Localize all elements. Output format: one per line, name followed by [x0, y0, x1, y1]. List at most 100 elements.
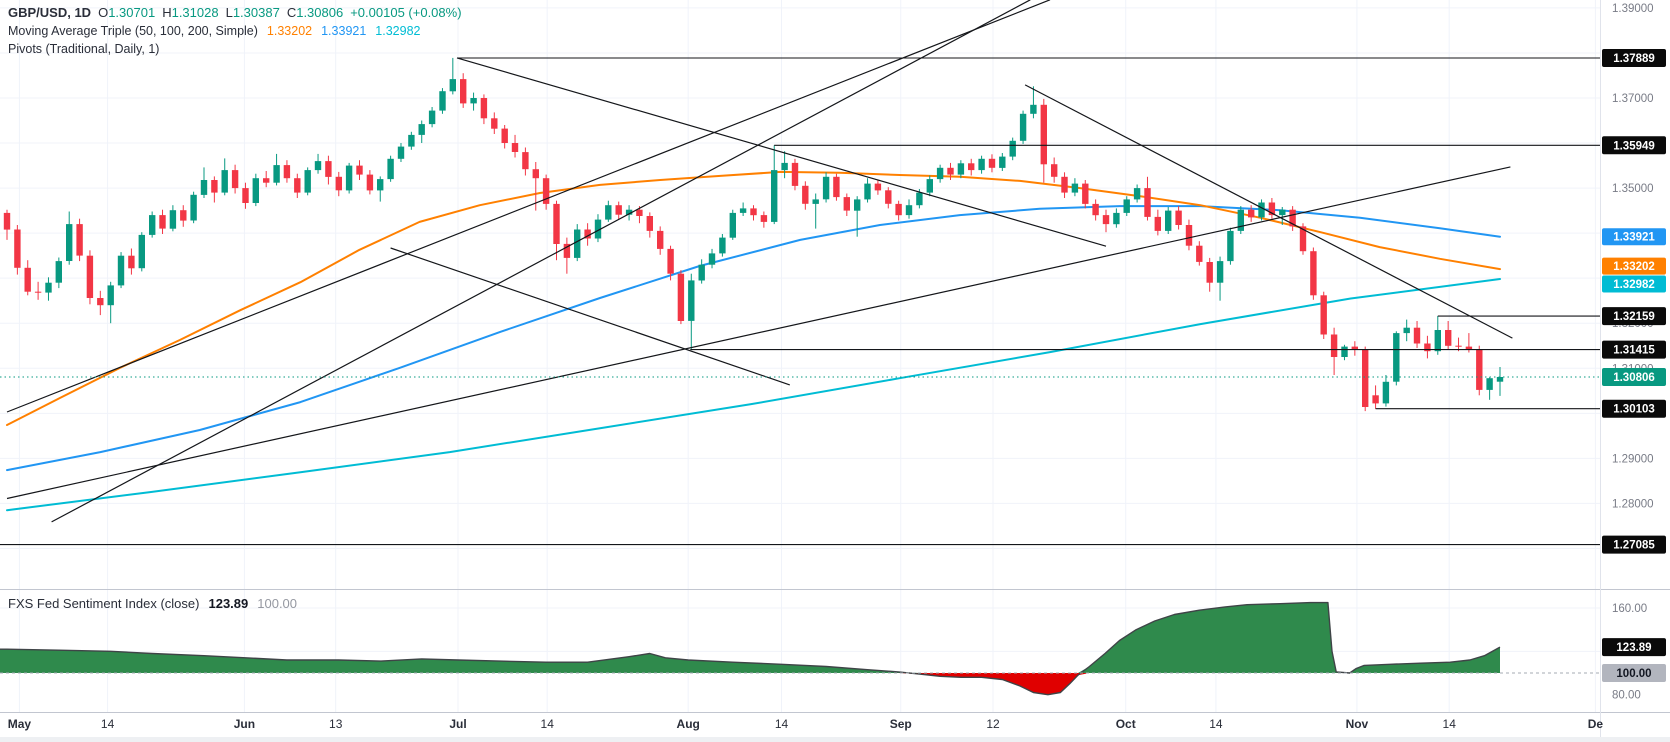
time-axis-label: 14	[775, 717, 789, 731]
price-axis-label: 1.29000	[1612, 453, 1654, 465]
price-axis-label: 1.39000	[1612, 3, 1654, 15]
candle-body	[491, 118, 498, 129]
candle-body	[97, 298, 104, 306]
sentiment-area-positive	[0, 602, 1500, 673]
candle-body	[345, 165, 353, 191]
price-axis-label: 1.37000	[1612, 93, 1654, 105]
candle-body	[677, 273, 685, 321]
candle-body	[905, 205, 913, 216]
candle-body	[988, 158, 996, 168]
time-axis-label: 14	[101, 717, 115, 731]
candle-body	[957, 163, 965, 175]
candle-body	[936, 167, 944, 180]
pivots-label: Pivots (Traditional, Daily, 1)	[8, 42, 160, 56]
sentiment-value-badge	[1602, 664, 1666, 682]
candle-body	[24, 267, 31, 292]
candle-body	[335, 176, 342, 191]
candle-body	[1372, 395, 1379, 404]
candle-body	[366, 174, 374, 191]
candle-body	[885, 190, 892, 204]
candle-body	[999, 156, 1006, 168]
time-axis[interactable]: May 14 Jun 13 Jul 14 Aug 14 Sep 12 Oct 14 Nov 14 De	[8, 717, 1604, 731]
candle-body	[86, 255, 94, 298]
candle-body	[750, 208, 757, 216]
ma100-line[interactable]	[6, 205, 1501, 472]
candle-body	[1248, 209, 1255, 218]
candle-body	[584, 229, 591, 239]
candle-body	[387, 158, 394, 180]
candle-body	[729, 212, 736, 238]
candle-body	[1424, 343, 1431, 352]
candle-body	[563, 243, 571, 258]
candle-body	[3, 212, 11, 230]
sentiment-label: FXS Fed Sentiment Index (close)	[8, 596, 200, 611]
candle-body	[418, 124, 425, 135]
time-axis-label: Oct	[1116, 717, 1136, 731]
indicator-axis-label: 80.00	[1612, 690, 1641, 702]
pivot-price-badge-text: 1.37889	[1613, 53, 1655, 65]
candle-body	[1113, 212, 1120, 225]
ma-price-badge-text: 1.33202	[1613, 261, 1655, 273]
candle-body	[1289, 209, 1296, 227]
candle-body	[688, 280, 695, 321]
candle-body	[1476, 349, 1483, 390]
candle-body	[45, 282, 52, 293]
sentiment-area-negative	[0, 673, 1500, 695]
trendline[interactable]	[1024, 84, 1513, 339]
pivot-price-badge	[1602, 307, 1666, 326]
candle-body	[553, 203, 560, 244]
ma-indicator-row[interactable]: Moving Average Triple (50, 100, 200, Sim…	[8, 22, 462, 40]
symbol-ohlc-row[interactable]: GBP/USD, 1D O1.30701 H1.31028 L1.30387 C1.30…	[8, 4, 462, 22]
time-axis-label: 14	[1209, 717, 1223, 731]
trendline[interactable]	[6, 166, 1511, 500]
close-value: 1.30806	[296, 5, 344, 20]
close-label: C	[286, 5, 297, 20]
candle-body	[542, 178, 550, 204]
candle-body	[843, 197, 850, 211]
ma-price-badge	[1602, 228, 1666, 246]
ma200-line[interactable]	[6, 278, 1501, 512]
candle-body	[480, 98, 488, 119]
candle-body	[667, 248, 674, 274]
pivots-indicator-row[interactable]: Pivots (Traditional, Daily, 1)	[8, 40, 462, 58]
candle-body	[1486, 378, 1493, 390]
candle-body	[636, 209, 643, 216]
candle-body	[314, 161, 322, 171]
trendline[interactable]	[456, 57, 1107, 247]
candle-body	[1040, 104, 1047, 165]
time-axis-label: De	[1588, 717, 1604, 731]
pivot-price-badge-text: 1.27085	[1613, 540, 1655, 552]
sentiment-indicator-row[interactable]: FXS Fed Sentiment Index (close) 123.89 100…	[8, 595, 297, 613]
trendline[interactable]	[6, 0, 1051, 413]
pivot-price-badge	[1602, 136, 1666, 155]
candle-body	[1413, 327, 1421, 344]
candle-body	[252, 178, 259, 203]
price-axis[interactable]: 1.390001.370001.350001.320001.310001.290…	[1602, 3, 1666, 702]
high-value: 1.31028	[171, 5, 219, 20]
bottom-toolbar-strip	[0, 737, 1670, 742]
candle-body	[138, 234, 145, 269]
candle-body	[470, 98, 477, 104]
candle-body	[615, 205, 622, 215]
candle-body	[149, 215, 156, 235]
candle-body	[916, 192, 923, 206]
ma-price-badge	[1602, 275, 1666, 293]
candle-body	[657, 230, 664, 249]
trendline[interactable]	[390, 247, 790, 386]
candle-body	[460, 79, 467, 104]
candle-body	[1009, 140, 1016, 157]
price-axis-label: 1.35000	[1612, 183, 1654, 195]
candle-body	[1102, 215, 1110, 225]
indicator-axis-label: 160.00	[1612, 603, 1647, 615]
trendline[interactable]	[51, 0, 1031, 523]
candle-body	[781, 162, 788, 171]
ma-price-badge-text: 1.33921	[1613, 232, 1655, 244]
pivot-price-badge	[1602, 535, 1666, 554]
time-axis-label: May	[8, 717, 32, 731]
candle-series[interactable]	[3, 57, 1504, 412]
candle-body	[1279, 209, 1286, 216]
candle-body	[1351, 346, 1358, 350]
candle-body	[408, 134, 415, 147]
time-axis-label: 14	[541, 717, 555, 731]
